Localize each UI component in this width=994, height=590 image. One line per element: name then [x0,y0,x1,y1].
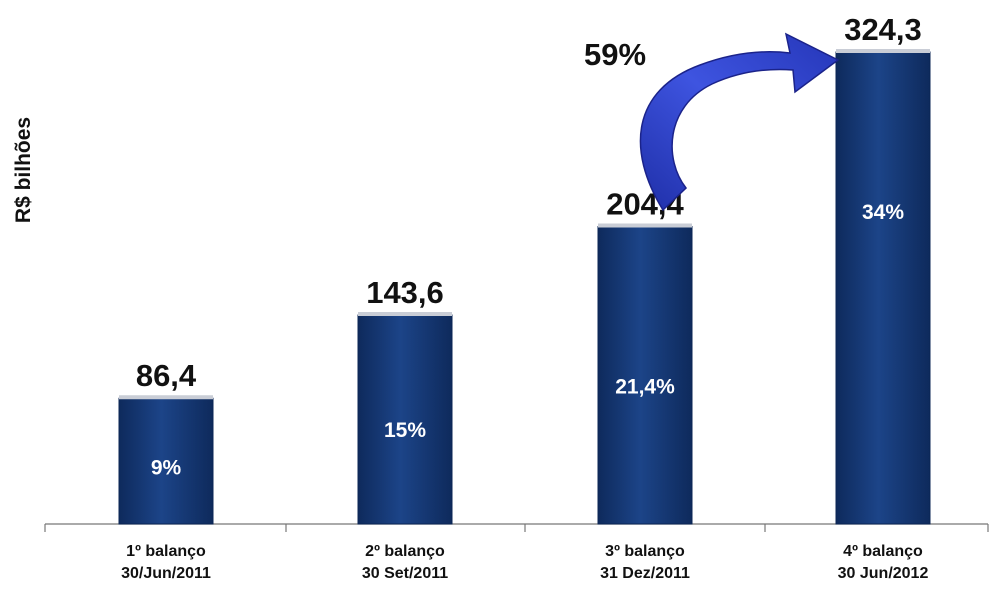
bar-value-label: 324,3 [844,12,922,47]
x-tick-label: 3º balanço 31 Dez/2011 [600,543,690,582]
bar-top-highlight [119,395,213,400]
x-tick-label: 2º balanço 30 Set/2011 [361,543,449,582]
bar-value-label: 143,6 [366,275,444,310]
bar [835,51,931,525]
bar-inner-label: 9% [151,456,182,479]
growth-arrow-icon [639,32,840,212]
y-axis-label: R$ bilhões [12,116,35,224]
x-tick-label: 1º balanço 30/Jun/2011 [121,543,211,582]
bar-inner-label: 15% [384,419,426,442]
bar-top-highlight [836,49,930,53]
bar-inner-label: 21,4% [615,376,675,399]
bar-top-highlight [598,223,692,228]
bar [357,314,453,525]
bar [118,397,214,525]
x-tick-label: 4º balanço 30 Jun/2012 [837,543,929,582]
bar-inner-label: 34% [862,201,904,224]
bar-top-highlight [358,311,452,316]
bar-value-label: 86,4 [136,358,197,393]
growth-annotation: 59% [584,37,647,72]
bar [597,226,693,525]
